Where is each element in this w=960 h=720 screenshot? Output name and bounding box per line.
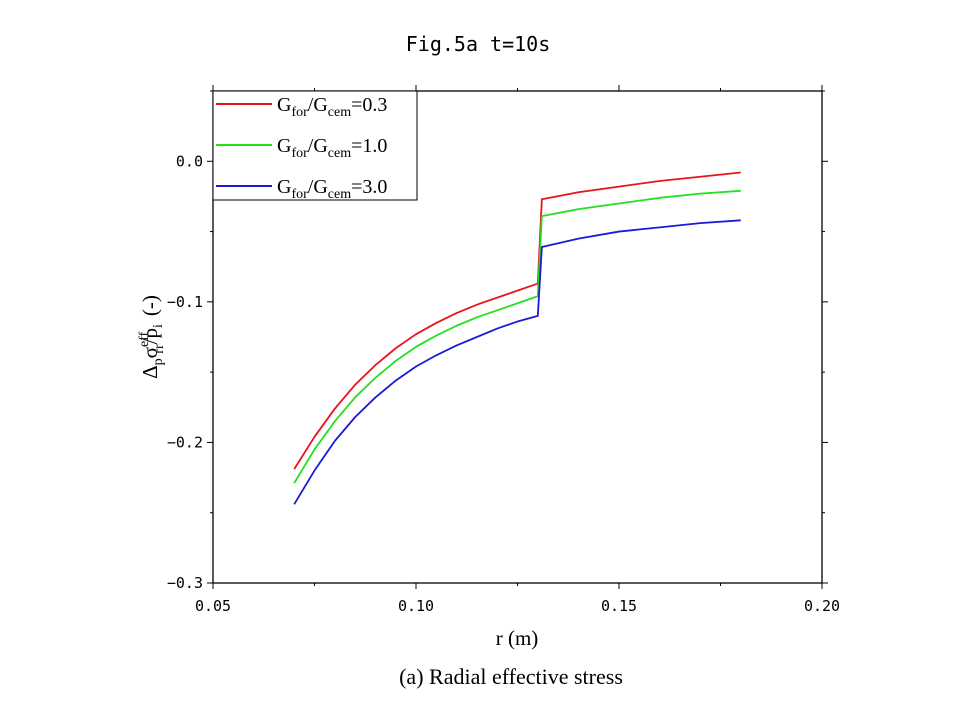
x-axis-label: r (m) <box>496 626 539 650</box>
x-tick-label: 0.05 <box>195 597 231 615</box>
y-label-sigma-sup: eff <box>137 331 152 347</box>
legend-label-2: Gfor/Gcem=1.0 <box>277 135 387 161</box>
y-label-delta: Δ <box>138 365 162 379</box>
y-label-delta-sub: p <box>151 358 166 365</box>
series-line-1 <box>293 171 741 470</box>
y-label-unit: (-) <box>138 295 162 316</box>
series-line-2 <box>293 189 741 484</box>
x-tick-label: 0.10 <box>398 597 434 615</box>
x-tick-label: 0.15 <box>601 597 637 615</box>
y-tick-label: −0.3 <box>167 574 203 592</box>
y-label-sigma-sub: rr <box>152 344 167 354</box>
tick-labels: 0.05 0.10 0.15 0.20 −0.3 −0.2 −0.1 0.0 <box>167 152 840 615</box>
y-tick-label: −0.2 <box>167 433 203 451</box>
plot-frame <box>212 90 823 584</box>
legend: Gfor/Gcem=0.3 Gfor/Gcem=1.0 Gfor/Gcem=3.0 <box>212 90 418 202</box>
y-label-p: p <box>138 328 162 339</box>
y-label-p-sub: i <box>151 324 166 328</box>
y-tick-label: 0.0 <box>176 152 203 170</box>
x-tick-label: 0.20 <box>804 597 840 615</box>
y-label-slash: / <box>138 338 162 344</box>
y-axis-label: Δpσeffrr/pi(-) <box>137 295 167 379</box>
y-label-sigma: σ <box>138 347 162 358</box>
series-layer <box>293 171 741 505</box>
y-tick-label: −0.1 <box>167 293 203 311</box>
legend-label-3: Gfor/Gcem=3.0 <box>277 176 387 202</box>
legend-label-1: Gfor/Gcem=0.3 <box>277 94 387 120</box>
series-line-3 <box>293 219 741 505</box>
chart-title: Fig.5a t=10s <box>406 32 551 56</box>
figure-caption: (a) Radial effective stress <box>399 664 623 689</box>
